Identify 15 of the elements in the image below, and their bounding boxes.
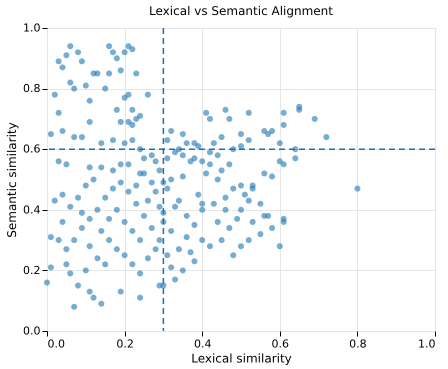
x-tick-label: 0.4: [194, 338, 212, 350]
y-tick-label: 1.0: [23, 22, 40, 34]
y-tick-label: 0.0: [23, 324, 40, 338]
y-tick-label: 0.8: [23, 82, 40, 96]
x-axis-title: Lexical similarity: [191, 352, 292, 366]
x-tick-label: 0.2: [116, 338, 134, 350]
x-tick-label: 1.0: [418, 338, 436, 350]
y-tick-label: 0.6: [23, 142, 40, 156]
chart-title: Lexical vs Semantic Alignment: [149, 4, 334, 18]
y-axis-title: Semantic similarity: [5, 122, 20, 238]
x-tick-label: 0.0: [48, 338, 65, 350]
x-tick-label: 0.6: [272, 338, 290, 350]
y-tick-label: 0.4: [23, 203, 40, 216]
x-tick-label: 0.8: [349, 338, 367, 350]
y-tick-label: 0.2: [23, 264, 40, 277]
